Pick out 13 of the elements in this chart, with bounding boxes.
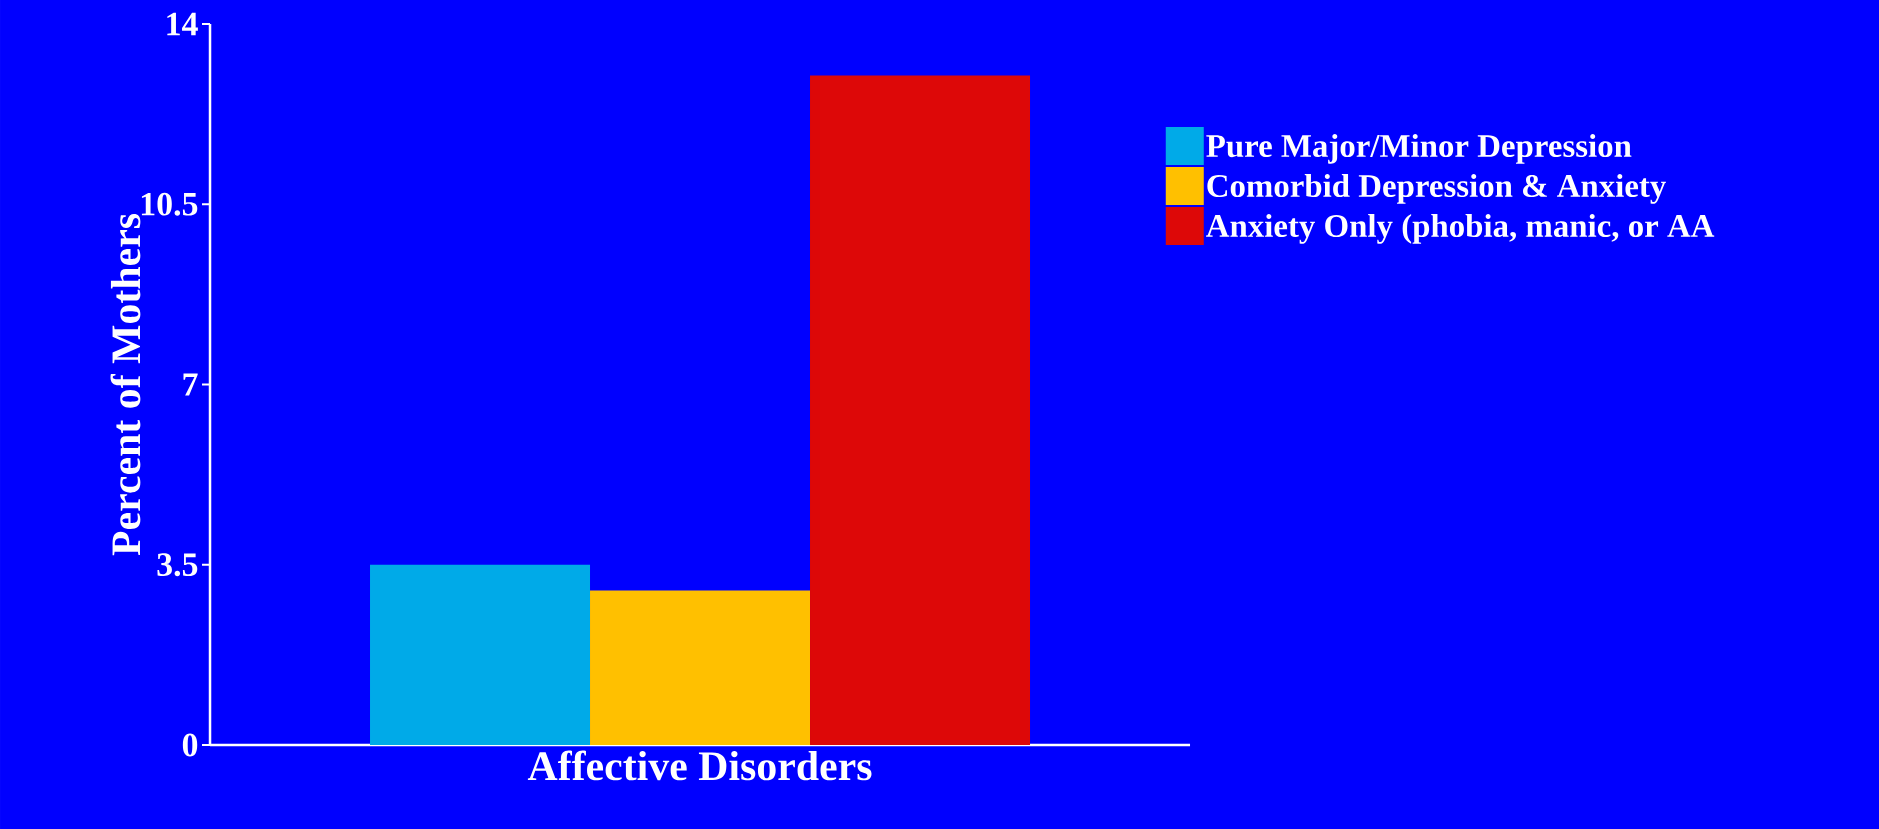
y-axis-title: Percent of Mothers <box>110 213 141 556</box>
bar <box>590 590 811 745</box>
legend-label: Comorbid Depression & Anxiety <box>1207 173 1666 204</box>
y-tick-label: 10.5 <box>141 192 198 216</box>
legend-label: Anxiety Only (phobia, manic, or AA <box>1206 213 1715 244</box>
bar <box>370 564 591 745</box>
y-tick-label: 14 <box>167 12 198 36</box>
y-tick-label: 7 <box>183 373 198 396</box>
y-tick-label: 0 <box>182 733 198 757</box>
bar <box>810 75 1031 745</box>
y-tick-label: 3.5 <box>157 553 198 577</box>
x-axis-title: Affective Disorders <box>527 750 872 781</box>
legend-label: Pure Major/Minor Depression <box>1206 133 1632 164</box>
